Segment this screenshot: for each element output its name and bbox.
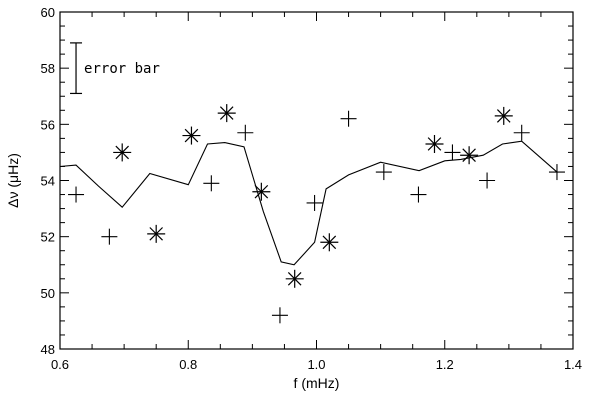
y-tick-label: 54 bbox=[41, 174, 55, 189]
legend-label: error bar bbox=[84, 61, 160, 77]
asterisk-point-stroke bbox=[496, 109, 511, 123]
asterisk-point-stroke bbox=[115, 145, 129, 160]
plus-point bbox=[101, 228, 118, 245]
asterisk-point-stroke bbox=[254, 184, 269, 199]
x-tick-label: 1.0 bbox=[307, 357, 325, 372]
asterisk-point bbox=[320, 233, 339, 252]
plus-point bbox=[203, 175, 220, 192]
x-tick-label: 0.6 bbox=[51, 357, 69, 372]
asterisk-point-stroke bbox=[462, 148, 476, 163]
asterisk-point bbox=[182, 126, 201, 145]
asterisk-point bbox=[285, 269, 304, 288]
y-axis: 48 50 52 54 56 58 60 bbox=[41, 5, 573, 357]
x-tick-label: 0.8 bbox=[179, 357, 197, 372]
plus-point bbox=[237, 124, 254, 141]
y-tick-label: 60 bbox=[41, 5, 55, 20]
x-tick-label: 1.2 bbox=[436, 357, 454, 372]
plus-point bbox=[340, 110, 357, 127]
plus-point bbox=[68, 186, 85, 203]
asterisk-point bbox=[217, 104, 236, 123]
asterisk-point-stroke bbox=[149, 227, 163, 241]
legend: error bar bbox=[70, 42, 160, 95]
asterisk-point bbox=[460, 146, 479, 165]
asterisk-point bbox=[252, 182, 271, 201]
x-tick-label: 1.4 bbox=[564, 357, 582, 372]
plus-point bbox=[410, 186, 427, 203]
asterisk-point bbox=[147, 224, 166, 243]
asterisk-point bbox=[494, 106, 513, 125]
asterisk-point bbox=[113, 143, 132, 162]
x-axis-label: f (mHz) bbox=[294, 375, 340, 391]
y-tick-label: 52 bbox=[41, 230, 55, 245]
y-tick-label: 58 bbox=[41, 61, 55, 76]
asterisk-point-stroke bbox=[219, 106, 234, 120]
y-tick-label: 56 bbox=[41, 117, 55, 132]
plus-point bbox=[306, 194, 323, 211]
plus-point bbox=[479, 172, 496, 189]
x-axis: 0.6 0.8 1.0 1.2 1.4 bbox=[51, 12, 582, 372]
asterisk-point-stroke bbox=[427, 137, 442, 151]
plus-point bbox=[513, 124, 530, 141]
plus-point bbox=[375, 164, 392, 181]
plus-point bbox=[444, 144, 461, 161]
y-axis-label: Δν (μHz) bbox=[5, 153, 21, 208]
plus-point bbox=[271, 307, 288, 324]
y-tick-label: 48 bbox=[41, 342, 55, 357]
asterisk-point-stroke bbox=[322, 235, 337, 250]
asterisk-point-stroke bbox=[287, 272, 302, 286]
asterisk-point bbox=[425, 134, 444, 153]
series-layer bbox=[59, 104, 565, 324]
model-curve bbox=[59, 140, 558, 266]
asterisk-point-stroke bbox=[184, 128, 199, 143]
y-tick-label: 50 bbox=[41, 286, 55, 301]
